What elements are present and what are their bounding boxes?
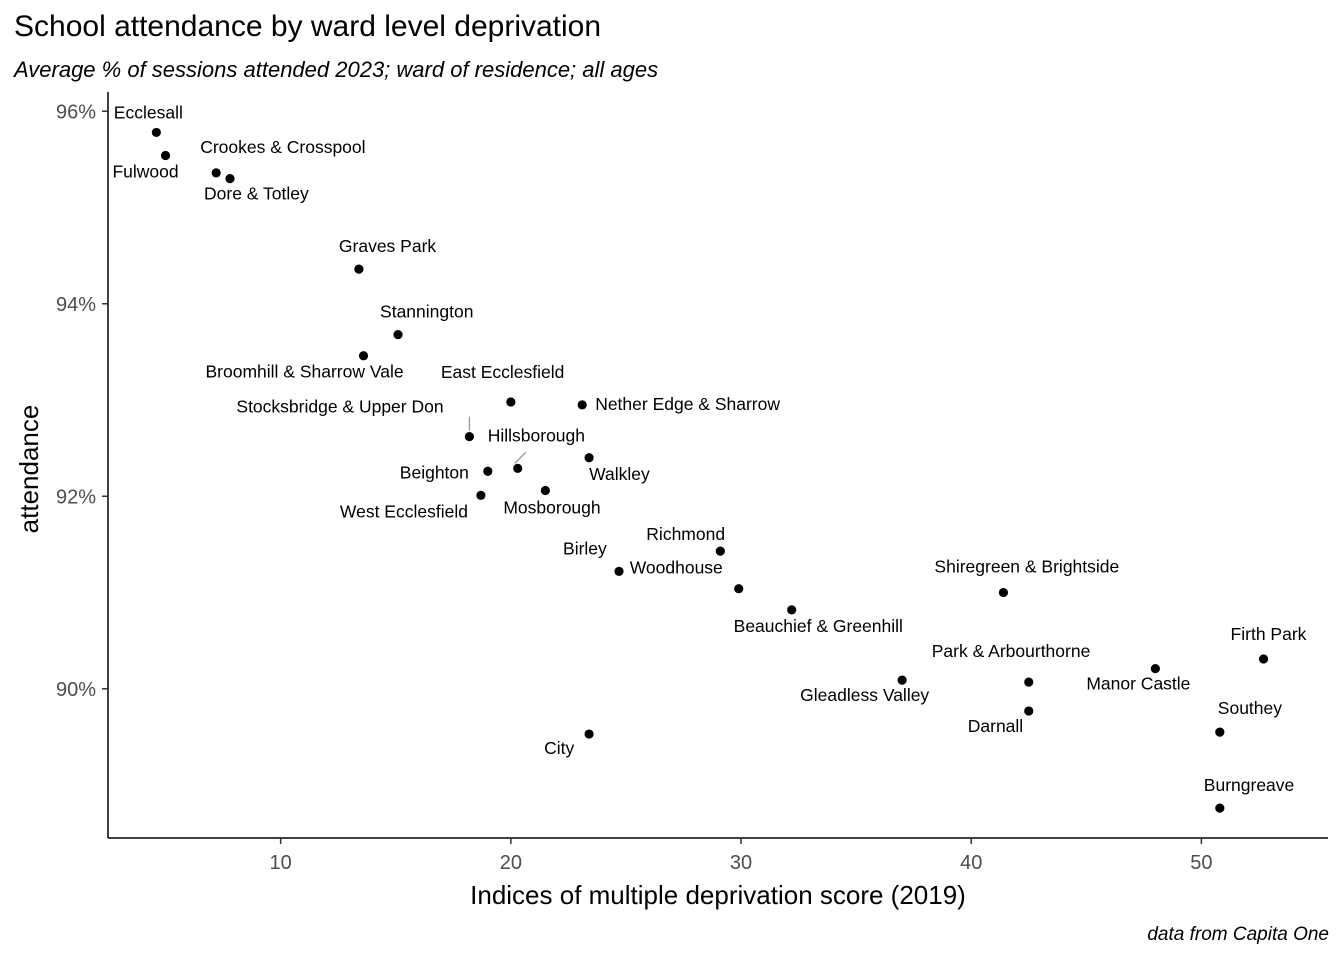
point-label: Stannington [380, 302, 473, 322]
data-point [225, 174, 235, 184]
y-tick-label: 90% [56, 679, 96, 701]
point-label: Woodhouse [630, 558, 723, 578]
point-label: Mosborough [503, 498, 600, 518]
data-point [1150, 663, 1160, 674]
label-leader-line [514, 451, 527, 464]
point-label: Walkley [589, 464, 650, 484]
x-tick-label: 30 [730, 852, 752, 874]
x-tick-label: 40 [960, 852, 982, 874]
label-leader-lines [468, 416, 527, 464]
data-point [211, 168, 221, 178]
data-point [393, 329, 403, 340]
point-label: Crookes & Crosspool [200, 137, 365, 157]
point-label: Dore & Totley [204, 184, 309, 204]
y-tick-label: 92% [56, 486, 96, 508]
point-label: Gleadless Valley [800, 685, 929, 705]
y-tick-label: 94% [56, 294, 96, 316]
x-axis-ticks: 10 20 30 40 50 [270, 838, 1213, 874]
point-label: Graves Park [339, 236, 436, 256]
data-point [584, 729, 594, 739]
data-point [577, 400, 587, 410]
data-point [614, 566, 624, 576]
point-label: City [544, 738, 574, 758]
point-label: Hillsborough [488, 425, 585, 445]
point-label: Ecclesall [114, 102, 183, 122]
point-label: Manor Castle [1086, 674, 1190, 694]
point-label: Southey [1218, 698, 1282, 718]
data-point [540, 485, 550, 496]
point-label: Birley [563, 538, 607, 558]
data-point [1215, 727, 1225, 737]
point-label: Fulwood [112, 162, 178, 182]
x-axis-title: Indices of multiple deprivation score (2… [470, 880, 966, 910]
point-labels: Ecclesall Fulwood Crookes & Crosspool Dore … [112, 102, 1306, 795]
data-point [354, 264, 364, 274]
y-axis-ticks: 90% 92% 94% 96% [56, 101, 108, 701]
data-point [1258, 654, 1269, 664]
data-point [483, 466, 493, 476]
point-label: Park & Arbourthorne [932, 641, 1091, 661]
y-tick-label: 96% [56, 101, 96, 123]
data-point [787, 605, 797, 615]
data-point [513, 463, 523, 473]
point-label: Beighton [400, 462, 469, 482]
data-point [358, 351, 369, 361]
point-label: Darnall [968, 716, 1023, 736]
x-tick-label: 20 [500, 852, 522, 874]
data-point [464, 432, 474, 442]
point-label: Shiregreen & Brightside [934, 557, 1119, 577]
point-label: East Ecclesfield [441, 362, 565, 382]
data-point [160, 150, 171, 161]
data-point [715, 546, 725, 556]
data-point [151, 127, 161, 138]
chart-title: School attendance by ward level deprivat… [14, 10, 602, 43]
x-tick-label: 10 [270, 852, 292, 874]
point-label: Nether Edge & Sharrow [595, 394, 780, 414]
x-tick-label: 50 [1190, 852, 1212, 874]
point-label: Burngreave [1204, 775, 1294, 795]
data-point [1215, 803, 1225, 813]
data-point [476, 490, 486, 500]
point-label: Firth Park [1231, 624, 1307, 644]
point-label: West Ecclesfield [340, 501, 468, 521]
data-point [998, 587, 1009, 598]
y-axis-title: attendance [14, 405, 44, 534]
data-point [897, 675, 907, 685]
chart-subtitle: Average % of sessions attended 2023; war… [14, 57, 659, 82]
data-point [584, 453, 594, 463]
point-label: Stocksbridge & Upper Don [236, 397, 443, 417]
data-point [1024, 706, 1034, 716]
data-point [506, 397, 516, 407]
data-point [734, 584, 744, 594]
data-points [151, 127, 1269, 813]
point-label: Beauchief & Greenhill [734, 616, 903, 636]
point-label: Broomhill & Sharrow Vale [206, 362, 404, 382]
chart-caption: data from Capita One [1147, 924, 1329, 945]
data-point [1024, 677, 1034, 687]
point-label: Richmond [646, 524, 725, 544]
axes [107, 92, 1328, 839]
